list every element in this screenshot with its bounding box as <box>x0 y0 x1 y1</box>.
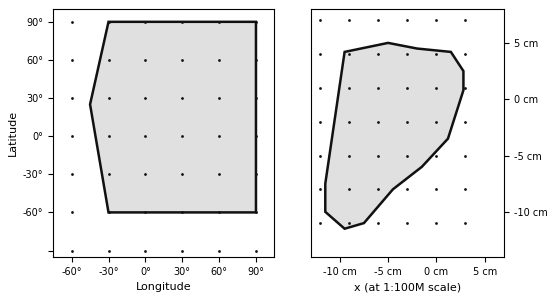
Point <box>104 210 113 215</box>
Point <box>214 248 223 253</box>
Point <box>374 85 383 90</box>
Point <box>178 210 186 215</box>
Point <box>345 153 354 158</box>
Point <box>141 96 150 101</box>
Point <box>316 18 325 23</box>
Point <box>141 248 150 253</box>
Point <box>251 210 260 215</box>
Point <box>178 19 186 24</box>
Point <box>374 119 383 124</box>
Point <box>251 248 260 253</box>
Point <box>214 134 223 139</box>
Point <box>67 96 76 101</box>
Y-axis label: Latitude: Latitude <box>7 110 17 156</box>
Point <box>67 57 76 62</box>
Point <box>461 221 470 226</box>
Point <box>67 248 76 253</box>
Point <box>403 221 412 226</box>
Point <box>432 119 441 124</box>
Point <box>178 96 186 101</box>
Point <box>432 85 441 90</box>
Point <box>403 85 412 90</box>
Polygon shape <box>325 43 464 229</box>
X-axis label: Longitude: Longitude <box>136 282 192 292</box>
Point <box>67 19 76 24</box>
Point <box>251 134 260 139</box>
Point <box>345 18 354 23</box>
Point <box>67 172 76 177</box>
Point <box>461 52 470 57</box>
Point <box>461 187 470 192</box>
Point <box>316 221 325 226</box>
Point <box>345 85 354 90</box>
Point <box>374 18 383 23</box>
Point <box>374 153 383 158</box>
Point <box>345 187 354 192</box>
Point <box>403 153 412 158</box>
Point <box>432 187 441 192</box>
Point <box>403 187 412 192</box>
Point <box>178 248 186 253</box>
Point <box>251 57 260 62</box>
Point <box>104 134 113 139</box>
Point <box>461 119 470 124</box>
Point <box>214 57 223 62</box>
Point <box>104 19 113 24</box>
Polygon shape <box>90 22 256 212</box>
Point <box>251 19 260 24</box>
Point <box>432 221 441 226</box>
Point <box>403 52 412 57</box>
Point <box>251 96 260 101</box>
Point <box>461 153 470 158</box>
Point <box>345 119 354 124</box>
Point <box>178 172 186 177</box>
Point <box>141 210 150 215</box>
Point <box>104 248 113 253</box>
Point <box>432 18 441 23</box>
Point <box>178 57 186 62</box>
Point <box>67 210 76 215</box>
Point <box>403 18 412 23</box>
X-axis label: x (at 1:100M scale): x (at 1:100M scale) <box>354 282 461 292</box>
Point <box>141 172 150 177</box>
Point <box>178 134 186 139</box>
Point <box>214 19 223 24</box>
Point <box>316 153 325 158</box>
Point <box>432 52 441 57</box>
Point <box>432 153 441 158</box>
Point <box>251 172 260 177</box>
Point <box>141 57 150 62</box>
Point <box>461 18 470 23</box>
Point <box>104 57 113 62</box>
Point <box>214 172 223 177</box>
Point <box>214 210 223 215</box>
Point <box>403 119 412 124</box>
Point <box>141 134 150 139</box>
Point <box>374 52 383 57</box>
Point <box>316 187 325 192</box>
Point <box>374 221 383 226</box>
Point <box>345 52 354 57</box>
Point <box>214 96 223 101</box>
Point <box>345 221 354 226</box>
Point <box>67 134 76 139</box>
Point <box>316 119 325 124</box>
Point <box>141 19 150 24</box>
Point <box>374 187 383 192</box>
Point <box>316 85 325 90</box>
Point <box>316 52 325 57</box>
Point <box>104 172 113 177</box>
Point <box>461 85 470 90</box>
Point <box>104 96 113 101</box>
